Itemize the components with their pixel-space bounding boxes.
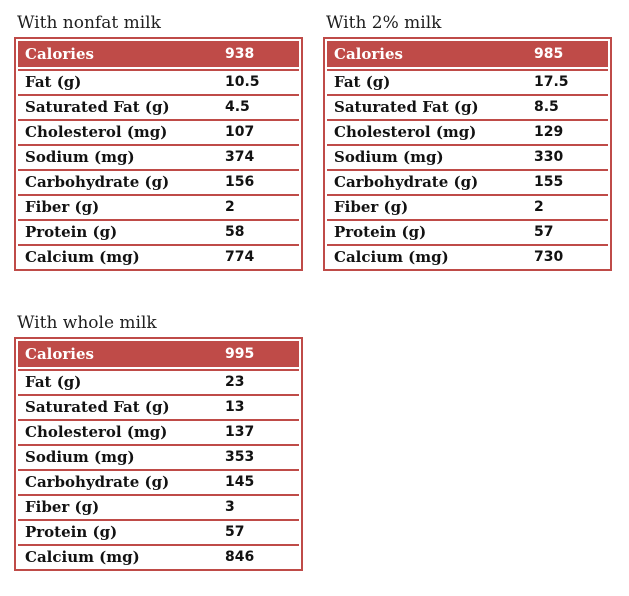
- header-label: Calories: [25, 45, 94, 63]
- header-value: 995: [225, 346, 255, 362]
- table-title-2-percent-milk: With 2% milk: [326, 13, 442, 33]
- table-row: Sodium (mg) 330: [327, 144, 608, 167]
- table-row: Fat (g) 17.5: [327, 69, 608, 92]
- row-value: 10.5: [225, 73, 260, 90]
- row-label: Sodium (mg): [25, 447, 135, 466]
- row-label: Carbohydrate (g): [334, 172, 479, 191]
- row-value: 374: [225, 148, 255, 165]
- row-value: 13: [225, 398, 245, 415]
- row-label: Carbohydrate (g): [25, 172, 170, 191]
- table-row: Fiber (g) 2: [18, 194, 299, 217]
- row-value: 846: [225, 548, 255, 565]
- row-value: 774: [225, 248, 255, 265]
- row-label: Saturated Fat (g): [25, 397, 170, 416]
- table-row: Carbohydrate (g) 156: [18, 169, 299, 192]
- table-row: Cholesterol (mg) 129: [327, 119, 608, 142]
- row-value: 156: [225, 173, 255, 190]
- table-row: Sodium (mg) 353: [18, 444, 299, 467]
- header-value: 985: [534, 46, 564, 62]
- row-value: 145: [225, 473, 255, 490]
- row-label: Cholesterol (mg): [25, 122, 168, 141]
- table-row: Sodium (mg) 374: [18, 144, 299, 167]
- row-label: Saturated Fat (g): [334, 97, 479, 116]
- row-value: 58: [225, 223, 245, 240]
- table-row: Carbohydrate (g) 145: [18, 469, 299, 492]
- row-value: 23: [225, 373, 245, 390]
- row-value: 57: [534, 223, 554, 240]
- table-row: Cholesterol (mg) 107: [18, 119, 299, 142]
- row-label: Protein (g): [334, 222, 427, 241]
- row-value: 107: [225, 123, 255, 140]
- table-block-2-percent-milk: With 2% milk Calories 985 Fat (g) 17.5 Sat…: [323, 10, 612, 271]
- table-row: Carbohydrate (g) 155: [327, 169, 608, 192]
- nutrition-table-whole-milk: Calories 995 Fat (g) 23 Saturated Fat (g) 1…: [14, 337, 303, 571]
- table-header-row: Calories 938: [18, 41, 299, 67]
- row-label: Cholesterol (mg): [334, 122, 477, 141]
- row-value: 4.5: [225, 98, 250, 115]
- row-label: Carbohydrate (g): [25, 472, 170, 491]
- table-row: Protein (g) 58: [18, 219, 299, 242]
- row-value: 730: [534, 248, 564, 265]
- table-row: Protein (g) 57: [327, 219, 608, 242]
- row-label: Fiber (g): [25, 497, 100, 516]
- table-row: Saturated Fat (g) 8.5: [327, 94, 608, 117]
- row-value: 8.5: [534, 98, 559, 115]
- table-row: Fat (g) 10.5: [18, 69, 299, 92]
- table-block-whole-milk: With whole milk Calories 995 Fat (g) 23 Sa…: [14, 310, 303, 571]
- table-row: Protein (g) 57: [18, 519, 299, 542]
- row-value: 137: [225, 423, 255, 440]
- row-label: Sodium (mg): [25, 147, 135, 166]
- row-value: 353: [225, 448, 255, 465]
- row-label: Protein (g): [25, 222, 118, 241]
- row-label: Sodium (mg): [334, 147, 444, 166]
- table-header-row: Calories 995: [18, 341, 299, 367]
- row-label: Fat (g): [334, 72, 391, 91]
- table-row: Calcium (mg) 730: [327, 244, 608, 267]
- table-row: Saturated Fat (g) 4.5: [18, 94, 299, 117]
- header-label: Calories: [25, 345, 94, 363]
- row-value: 155: [534, 173, 564, 190]
- nutrition-table-2-percent-milk: Calories 985 Fat (g) 17.5 Saturated Fat (g…: [323, 37, 612, 271]
- table-row: Cholesterol (mg) 137: [18, 419, 299, 442]
- row-label: Saturated Fat (g): [25, 97, 170, 116]
- row-label: Fat (g): [25, 372, 82, 391]
- row-value: 57: [225, 523, 245, 540]
- header-label: Calories: [334, 45, 403, 63]
- row-value: 129: [534, 123, 564, 140]
- table-row: Calcium (mg) 846: [18, 544, 299, 567]
- row-label: Calcium (mg): [25, 547, 140, 566]
- header-value: 938: [225, 46, 255, 62]
- table-row: Calcium (mg) 774: [18, 244, 299, 267]
- row-value: 3: [225, 498, 235, 515]
- nutrition-table-nonfat-milk: Calories 938 Fat (g) 10.5 Saturated Fat (g…: [14, 37, 303, 271]
- table-row: Fat (g) 23: [18, 369, 299, 392]
- row-label: Protein (g): [25, 522, 118, 541]
- row-label: Fat (g): [25, 72, 82, 91]
- table-row: Fiber (g) 3: [18, 494, 299, 517]
- row-label: Fiber (g): [25, 197, 100, 216]
- table-block-nonfat-milk: With nonfat milk Calories 938 Fat (g) 10.…: [14, 10, 303, 271]
- row-label: Calcium (mg): [334, 247, 449, 266]
- table-title-nonfat-milk: With nonfat milk: [17, 13, 161, 33]
- table-title-whole-milk: With whole milk: [17, 313, 157, 333]
- row-value: 17.5: [534, 73, 569, 90]
- row-value: 330: [534, 148, 564, 165]
- row-label: Calcium (mg): [25, 247, 140, 266]
- row-value: 2: [534, 198, 544, 215]
- table-header-row: Calories 985: [327, 41, 608, 67]
- row-label: Fiber (g): [334, 197, 409, 216]
- row-label: Cholesterol (mg): [25, 422, 168, 441]
- row-value: 2: [225, 198, 235, 215]
- table-row: Fiber (g) 2: [327, 194, 608, 217]
- table-row: Saturated Fat (g) 13: [18, 394, 299, 417]
